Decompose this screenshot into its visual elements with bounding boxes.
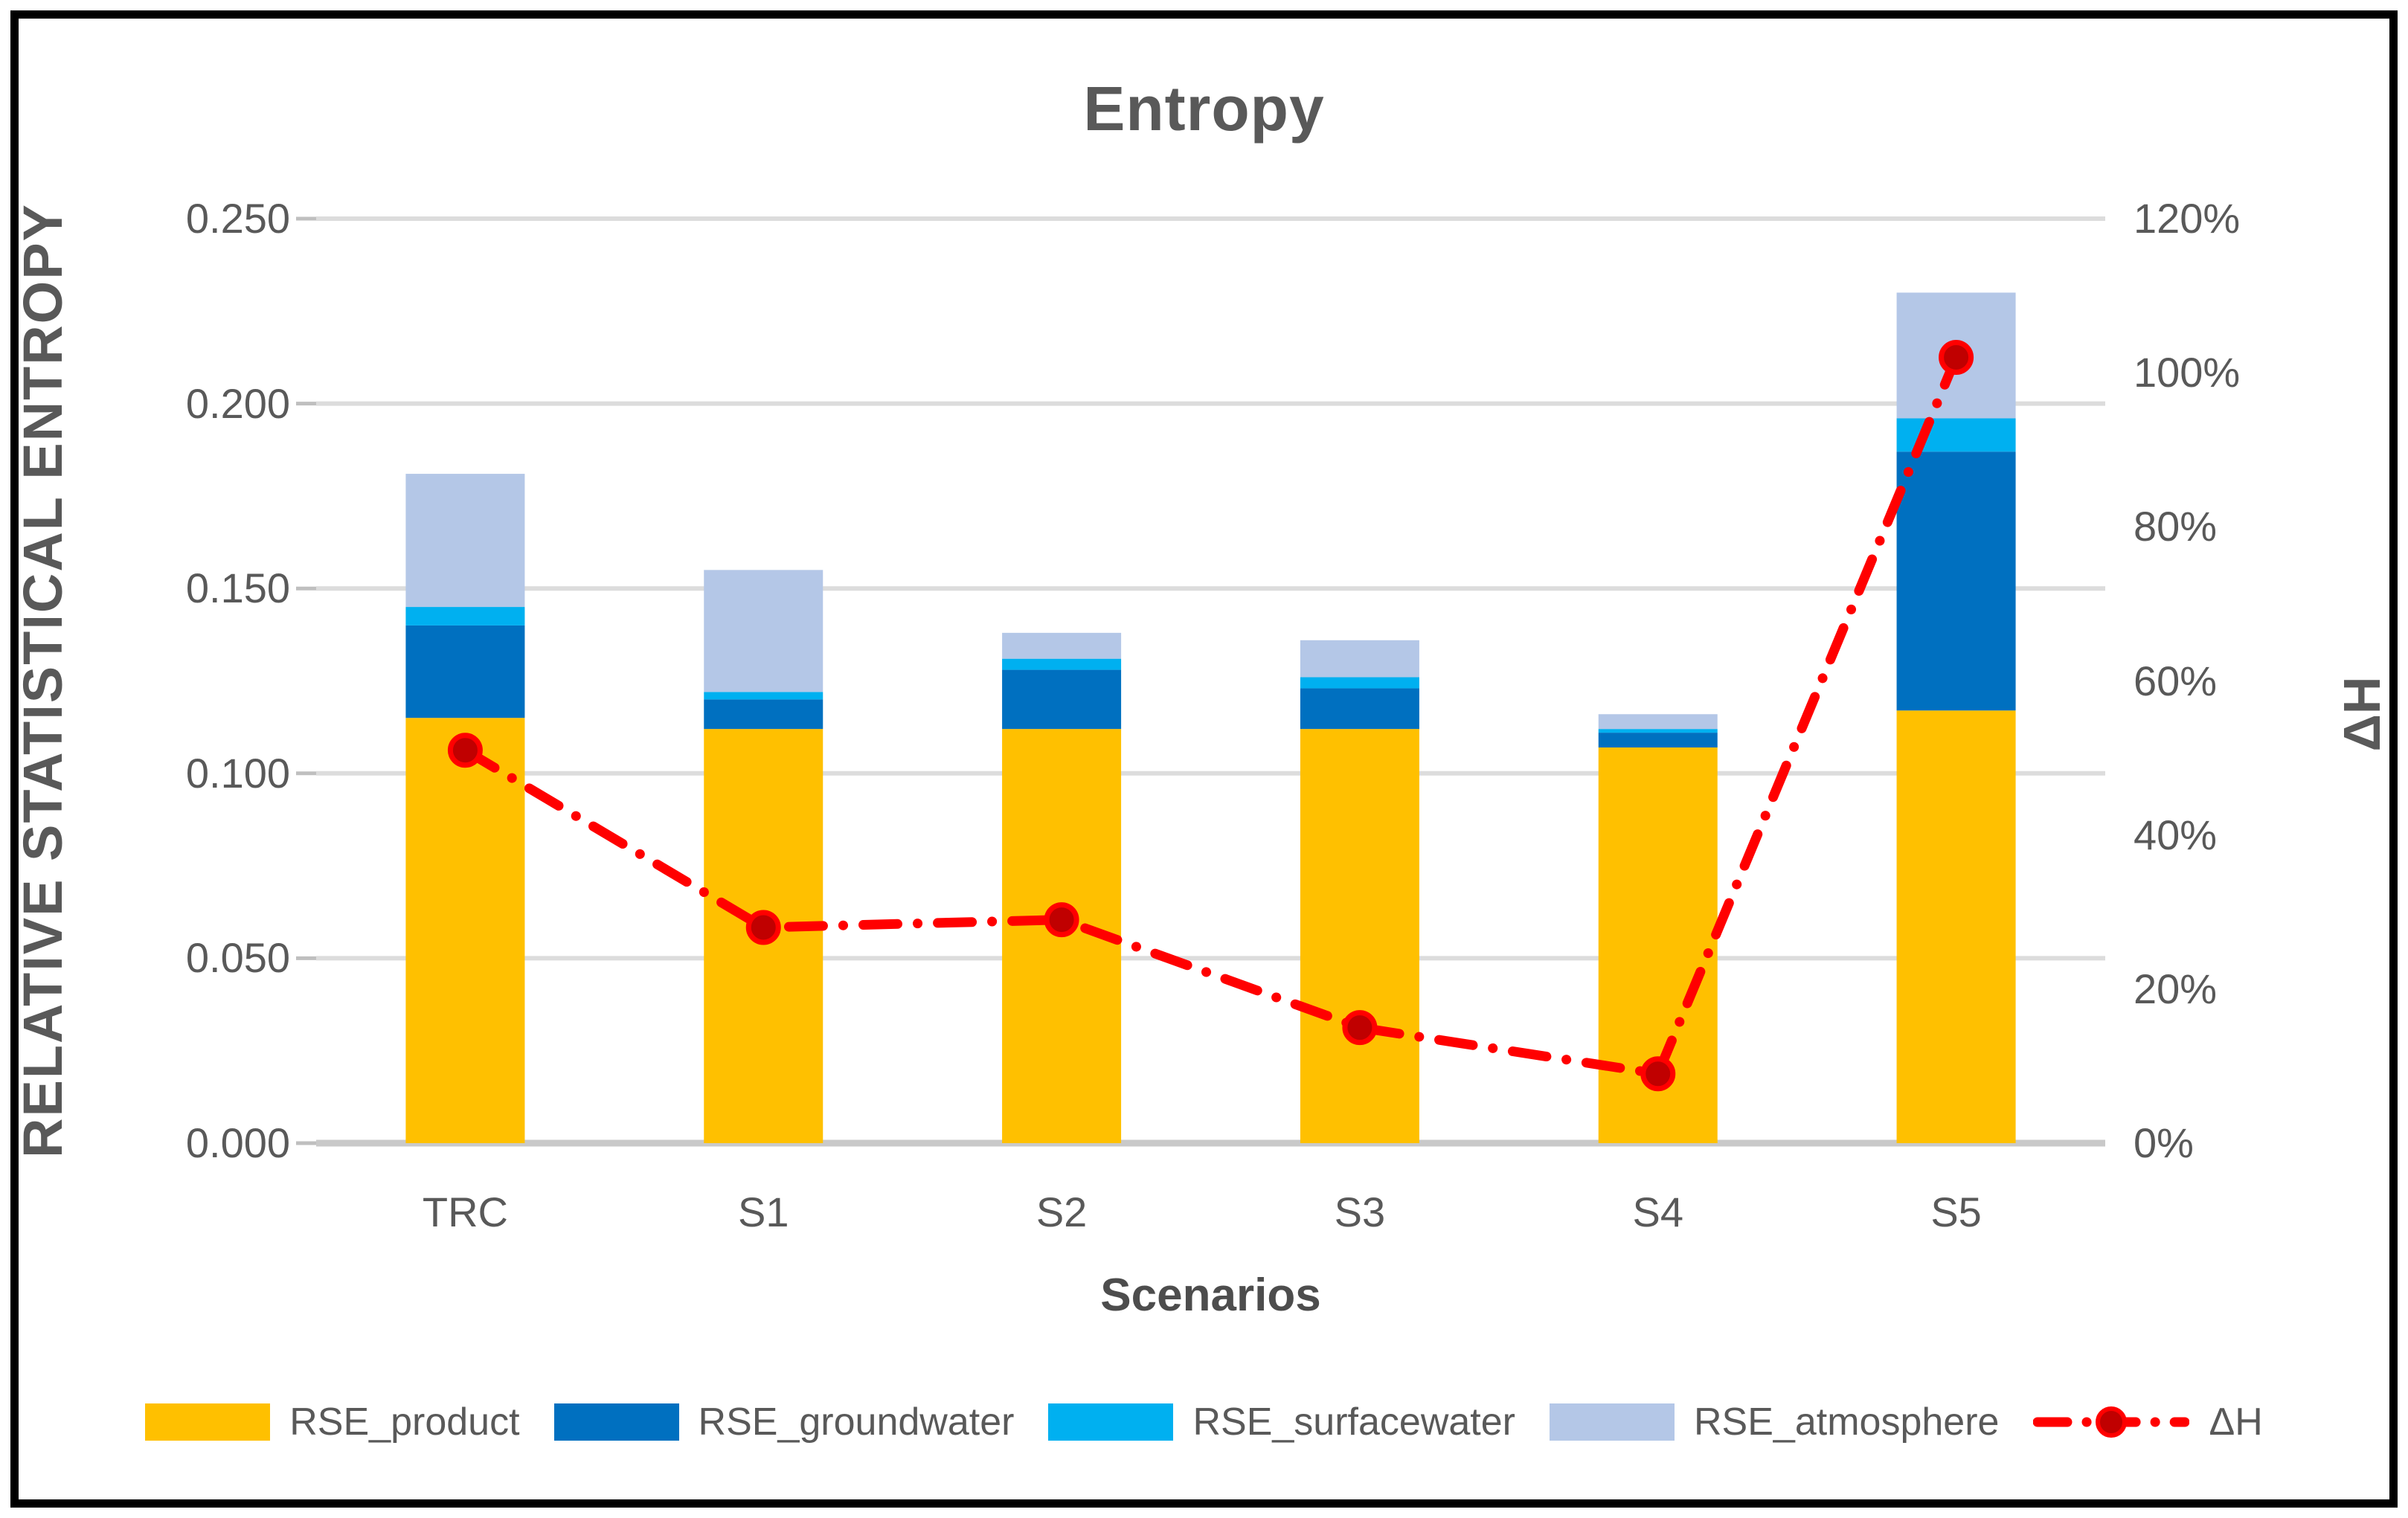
y-axis-title-right: ΔH — [2333, 676, 2391, 752]
legend-item-RSE_product: RSE_product — [145, 1400, 520, 1444]
legend-swatch-RSE_atmosphere — [1550, 1403, 1675, 1441]
legend-swatch-RSE_groundwater — [553, 1403, 679, 1441]
bar-segment-S1-RSE_groundwater — [704, 699, 823, 730]
legend-item-RSE_atmosphere: RSE_atmosphere — [1550, 1400, 1999, 1444]
bar-segment-S3-RSE_surfacewater — [1300, 677, 1419, 689]
legend-item-RSE_groundwater: RSE_groundwater — [553, 1400, 1015, 1444]
delta-h-marker-S1 — [745, 910, 781, 945]
bar-segment-S5-RSE_product — [1896, 710, 2016, 1143]
bar-segment-S3-RSE_atmosphere — [1300, 640, 1419, 678]
bar-segment-S3-RSE_product — [1300, 729, 1419, 1143]
legend-item-RSE_surfacewater: RSE_surfacewater — [1048, 1400, 1515, 1444]
x-category-label-S3: S3 — [1334, 1189, 1386, 1235]
bar-segment-S2-RSE_surfacewater — [1002, 658, 1122, 670]
bar-segment-S1-RSE_atmosphere — [704, 570, 823, 692]
bar-segment-S5-RSE_groundwater — [1896, 451, 2016, 711]
y-axis-left-tick-label: 0.250 — [185, 195, 290, 242]
bar-segment-TRC-RSE_groundwater — [405, 625, 525, 718]
x-category-label-S2: S2 — [1036, 1189, 1088, 1235]
delta-h-marker-S2 — [1044, 902, 1079, 938]
delta-h-marker-S4 — [1640, 1056, 1676, 1092]
y-axis-right-tick-label: 80% — [2134, 503, 2218, 550]
y-axis-left-tick-label: 0.100 — [185, 749, 290, 797]
legend-swatch-RSE_product — [145, 1403, 271, 1441]
delta-h-line — [460, 352, 1962, 1079]
legend-item-ΔH: ΔH — [2033, 1400, 2263, 1444]
bar-segment-TRC-RSE_surfacewater — [405, 607, 525, 625]
y-axis-right-tick-label: 0% — [2134, 1119, 2194, 1166]
y-axis-right-tick-label: 20% — [2134, 965, 2218, 1012]
legend-line-sample — [2033, 1406, 2190, 1438]
x-category-label-S1: S1 — [738, 1189, 789, 1235]
bar-segment-S2-RSE_atmosphere — [1002, 632, 1122, 659]
y-axis-left-tick-label: 0.150 — [185, 565, 290, 612]
y-axis-right-tick-label: 40% — [2134, 811, 2218, 858]
bar-segment-TRC-RSE_product — [405, 718, 525, 1143]
legend: RSE_product RSE_groundwater RSE_surfacewat… — [30, 1400, 2378, 1444]
legend-label-RSE_surfacewater: RSE_surfacewater — [1192, 1400, 1515, 1444]
bar-segment-S4-RSE_atmosphere — [1598, 714, 1718, 730]
delta-h-marker-S3 — [1342, 1010, 1378, 1046]
x-category-label-S4: S4 — [1632, 1189, 1684, 1235]
legend-label-ΔH: ΔH — [2209, 1400, 2263, 1444]
delta-h-marker-S5 — [1939, 339, 1974, 375]
y-axis-right-tick-label: 60% — [2134, 657, 2218, 704]
legend-label-RSE_product: RSE_product — [289, 1400, 520, 1444]
bar-segment-TRC-RSE_atmosphere — [405, 474, 525, 608]
legend-label-RSE_groundwater: RSE_groundwater — [698, 1400, 1015, 1444]
y-axis-left-tick-label: 0.000 — [185, 1119, 290, 1166]
bar-segment-S2-RSE_groundwater — [1002, 669, 1122, 730]
bar-segment-S1-RSE_surfacewater — [704, 692, 823, 700]
y-axis-left-tick-label: 0.050 — [185, 934, 290, 982]
legend-swatch-RSE_surfacewater — [1048, 1403, 1174, 1441]
bar-segment-S4-RSE_surfacewater — [1598, 729, 1718, 733]
y-axis-right-tick-label: 120% — [2134, 195, 2241, 242]
y-axis-left-tick-label: 0.200 — [185, 379, 290, 427]
y-axis-right-tick-label: 100% — [2134, 349, 2241, 396]
chart-title: Entropy — [1083, 74, 1325, 144]
y-axis-title-left: RELATIVE STATISTICAL ENTROPY — [12, 203, 74, 1158]
bar-segment-S3-RSE_groundwater — [1300, 688, 1419, 730]
x-category-label-TRC: TRC — [422, 1189, 508, 1235]
x-axis-title: Scenarios — [1100, 1270, 1321, 1321]
bar-segment-S4-RSE_groundwater — [1598, 733, 1718, 747]
x-category-label-S5: S5 — [1930, 1189, 1982, 1235]
delta-h-marker-TRC — [447, 733, 483, 768]
legend-label-RSE_atmosphere: RSE_atmosphere — [1694, 1400, 2000, 1444]
